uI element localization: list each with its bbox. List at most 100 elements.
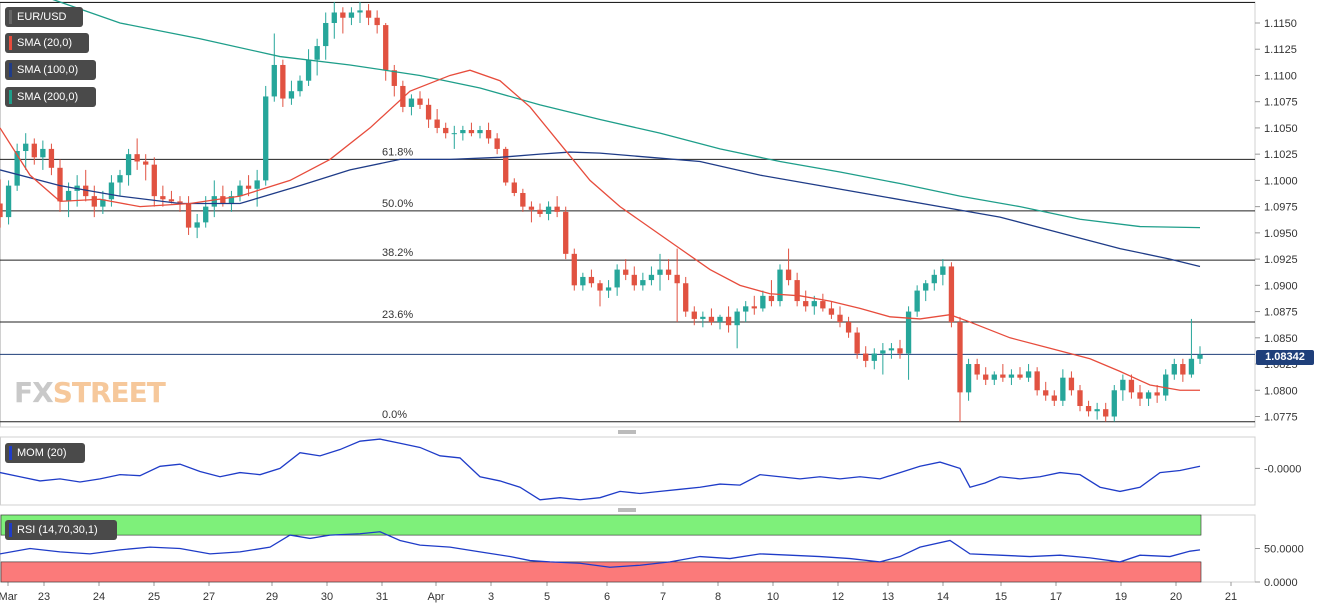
candle-body <box>743 306 749 312</box>
candle-body <box>305 59 312 81</box>
legend-swatch <box>9 523 12 537</box>
legend-label: RSI (14,70,30,1) <box>17 524 98 536</box>
x-tick-label: Mar <box>0 591 18 603</box>
candle-body <box>108 182 115 200</box>
candle-body <box>1068 377 1075 391</box>
candle-body <box>623 269 629 275</box>
candle-body <box>563 211 569 254</box>
candle-body <box>340 12 346 18</box>
candle-body <box>897 348 903 354</box>
legend-sma100[interactable]: SMA (100,0) <box>5 60 96 80</box>
candle-body <box>65 190 72 202</box>
candle-body <box>288 91 295 99</box>
candle-body <box>880 350 886 354</box>
candle-body <box>888 348 895 351</box>
x-tick-label: 25 <box>148 591 160 603</box>
x-tick-label: Apr <box>427 591 444 603</box>
candle-body <box>425 104 432 120</box>
legend-sma20[interactable]: SMA (20,0) <box>5 33 89 53</box>
candle-body <box>580 276 586 286</box>
pane-resize-handle <box>618 430 636 434</box>
candle-body <box>477 130 483 134</box>
candle-body <box>280 64 286 99</box>
legend-label: SMA (200,0) <box>17 91 79 103</box>
candle-body <box>605 287 612 291</box>
candle-body <box>357 10 363 13</box>
legend-swatch <box>9 36 12 50</box>
candle-body <box>211 196 217 207</box>
candle-body <box>1145 392 1152 399</box>
candle-body <box>1043 390 1049 396</box>
pane-resize-handle <box>618 508 636 512</box>
candle-body <box>923 283 929 291</box>
fibonacci-label: 50.0% <box>382 198 413 210</box>
mom-line <box>0 438 1201 501</box>
candle-body <box>1025 371 1032 378</box>
x-tick-label: 30 <box>321 591 333 603</box>
candle-body <box>5 185 12 218</box>
candle-body <box>905 311 912 354</box>
candle-body <box>185 203 192 228</box>
candle-body <box>597 283 603 291</box>
legend-sma200[interactable]: SMA (200,0) <box>5 87 96 107</box>
candle-body <box>1051 395 1057 401</box>
candle-body <box>991 374 997 380</box>
mom-plot-frame <box>0 436 1256 506</box>
candle-body <box>168 199 175 202</box>
legend-label: MOM (20) <box>17 447 67 459</box>
candle-body <box>674 274 680 284</box>
candle-body <box>1000 374 1006 378</box>
candle-body <box>871 353 877 361</box>
x-tick-label: 31 <box>376 591 388 603</box>
candle-body <box>1128 379 1135 393</box>
y-tick-label: 1.1000 <box>1264 175 1298 187</box>
candle-body <box>228 196 235 204</box>
candle-body <box>100 199 106 207</box>
rsi-line <box>0 531 1201 568</box>
candle-body <box>460 130 466 134</box>
x-tick-label: 6 <box>604 591 610 603</box>
candle-body <box>400 85 406 107</box>
legend-rsi[interactable]: RSI (14,70,30,1) <box>5 520 117 540</box>
candle-body <box>1154 392 1160 396</box>
candle-body <box>48 148 55 168</box>
candle-body <box>803 301 809 307</box>
candle-body <box>545 206 552 214</box>
legend-mom[interactable]: MOM (20) <box>5 443 85 463</box>
x-tick-label: 13 <box>882 591 894 603</box>
x-tick-label: 20 <box>1170 591 1182 603</box>
legend-eurusd[interactable]: EUR/USD <box>5 7 83 27</box>
y-tick-label: 1.0875 <box>1264 307 1298 319</box>
sma100-line <box>0 151 1201 268</box>
legend-swatch <box>9 63 12 77</box>
candle-body <box>725 316 732 326</box>
candle-body <box>708 316 715 323</box>
candle-body <box>914 290 920 312</box>
x-tick-label: 3 <box>488 591 494 603</box>
candle-body <box>177 201 183 204</box>
candle-body <box>854 332 860 354</box>
candle-body <box>640 280 646 286</box>
candle-body <box>443 127 449 134</box>
candle-body <box>768 295 775 302</box>
candle-body <box>503 148 509 183</box>
candle-body <box>383 25 389 71</box>
y-tick-label: 1.0850 <box>1264 333 1298 345</box>
candle-body <box>117 175 123 183</box>
fibonacci-label: 0.0% <box>382 409 407 421</box>
candle-body <box>1094 409 1100 412</box>
x-tick-label: 24 <box>93 591 105 603</box>
y-tick-label: 1.0775 <box>1264 412 1298 424</box>
x-tick-label: 5 <box>544 591 550 603</box>
candle-body <box>40 148 46 158</box>
x-tick-label: 23 <box>38 591 50 603</box>
legend-swatch <box>9 90 12 104</box>
fxstreet-logo: FXSTREET <box>14 376 166 409</box>
fibonacci-label: 61.8% <box>382 146 413 158</box>
candle-body <box>983 374 989 380</box>
candle-body <box>1163 374 1169 396</box>
candle-body <box>751 306 757 309</box>
candle-body <box>451 133 457 135</box>
